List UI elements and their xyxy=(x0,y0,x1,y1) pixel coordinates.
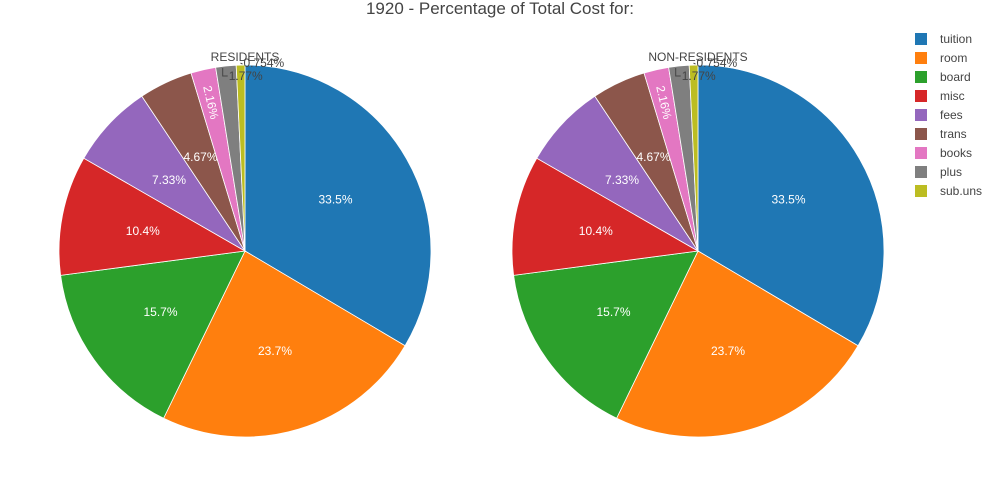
legend-label-misc: misc xyxy=(940,89,965,103)
pie-non-residents-slice-room xyxy=(616,250,859,438)
pie-non-residents-title: NON-RESIDENTS xyxy=(648,50,747,64)
pie-residents-label-room: 23.7% xyxy=(258,344,292,358)
pie-residents-slice-sub-uns xyxy=(235,64,246,252)
pie-non-residents-label-fees: 7.33% xyxy=(605,173,639,187)
pie-non-residents-label-board: 15.7% xyxy=(596,305,630,319)
legend-label-books: books xyxy=(940,146,972,160)
legend-swatch-board xyxy=(915,71,927,83)
legend-label-board: board xyxy=(940,70,971,84)
legend-swatch-trans xyxy=(915,128,927,140)
pie-residents-label-sub-uns: 0.754% xyxy=(244,56,285,70)
legend-label-trans: trans xyxy=(940,127,967,141)
legend-item-fees[interactable]: fees xyxy=(915,108,963,122)
pie-non-residents-slice-misc xyxy=(511,157,700,276)
legend-item-trans[interactable]: trans xyxy=(915,127,967,141)
pie-residents-leader-sub-uns xyxy=(240,62,243,65)
pie-non-residents-label-plus: 1.77% xyxy=(682,69,716,83)
legend-swatch-sub-uns xyxy=(915,185,927,197)
pie-non-residents-slice-board xyxy=(513,250,699,419)
legend-item-sub-uns[interactable]: sub.uns xyxy=(915,184,982,198)
pie-residents-leader-plus xyxy=(222,68,228,77)
legend-swatch-misc xyxy=(915,90,927,102)
pie-residents-slice-board xyxy=(60,250,246,419)
pie-residents-label-plus: 1.77% xyxy=(229,69,263,83)
pie-residents-label-trans: 4.67% xyxy=(183,150,217,164)
pie-non-residents-label-room: 23.7% xyxy=(711,344,745,358)
legend-item-tuition[interactable]: tuition xyxy=(915,32,972,46)
pie-residents-slice-room xyxy=(163,250,406,438)
pie-residents-slice-tuition xyxy=(244,64,432,347)
chart-title: 1920 - Percentage of Total Cost for: xyxy=(366,0,634,18)
legend-label-plus: plus xyxy=(940,165,962,179)
pie-residents-slice-misc xyxy=(58,157,247,276)
legend-swatch-fees xyxy=(915,109,927,121)
legend-swatch-room xyxy=(915,52,927,64)
pie-non-residents-label-tuition: 33.5% xyxy=(771,192,805,206)
pie-non-residents-slice-sub-uns xyxy=(688,64,699,252)
pie-non-residents-label-misc: 10.4% xyxy=(579,224,613,238)
pie-residents-label-board: 15.7% xyxy=(143,305,177,319)
legend-label-fees: fees xyxy=(940,108,963,122)
legend-label-tuition: tuition xyxy=(940,32,972,46)
legend-item-board[interactable]: board xyxy=(915,70,971,84)
legend-item-room[interactable]: room xyxy=(915,51,967,65)
legend-label-room: room xyxy=(940,51,967,65)
pie-non-residents-leader-sub-uns xyxy=(693,62,696,65)
legend: tuition room board misc fees trans books plus su… xyxy=(915,32,982,198)
pie-residents: RESIDENTS 33.5% 23.7% 15.7% 10.4% 7.33% 4.67%… xyxy=(58,50,432,438)
pie-non-residents: NON-RESIDENTS 33.5% 23.7% 15.7% 10.4% 7.33% 4… xyxy=(511,50,885,438)
legend-swatch-plus xyxy=(915,166,927,178)
pie-non-residents-slice-tuition xyxy=(697,64,885,347)
legend-item-books[interactable]: books xyxy=(915,146,972,160)
pie-non-residents-label-trans: 4.67% xyxy=(636,150,670,164)
pie-non-residents-leader-plus xyxy=(675,68,681,77)
legend-item-misc[interactable]: misc xyxy=(915,89,965,103)
legend-swatch-tuition xyxy=(915,33,927,45)
legend-label-sub-uns: sub.uns xyxy=(940,184,982,198)
pie-residents-label-misc: 10.4% xyxy=(126,224,160,238)
pie-residents-label-tuition: 33.5% xyxy=(318,192,352,206)
pie-residents-label-fees: 7.33% xyxy=(152,173,186,187)
legend-swatch-books xyxy=(915,147,927,159)
pie-non-residents-label-sub-uns: 0.754% xyxy=(697,56,738,70)
pie-residents-title: RESIDENTS xyxy=(211,50,280,64)
legend-item-plus[interactable]: plus xyxy=(915,165,962,179)
